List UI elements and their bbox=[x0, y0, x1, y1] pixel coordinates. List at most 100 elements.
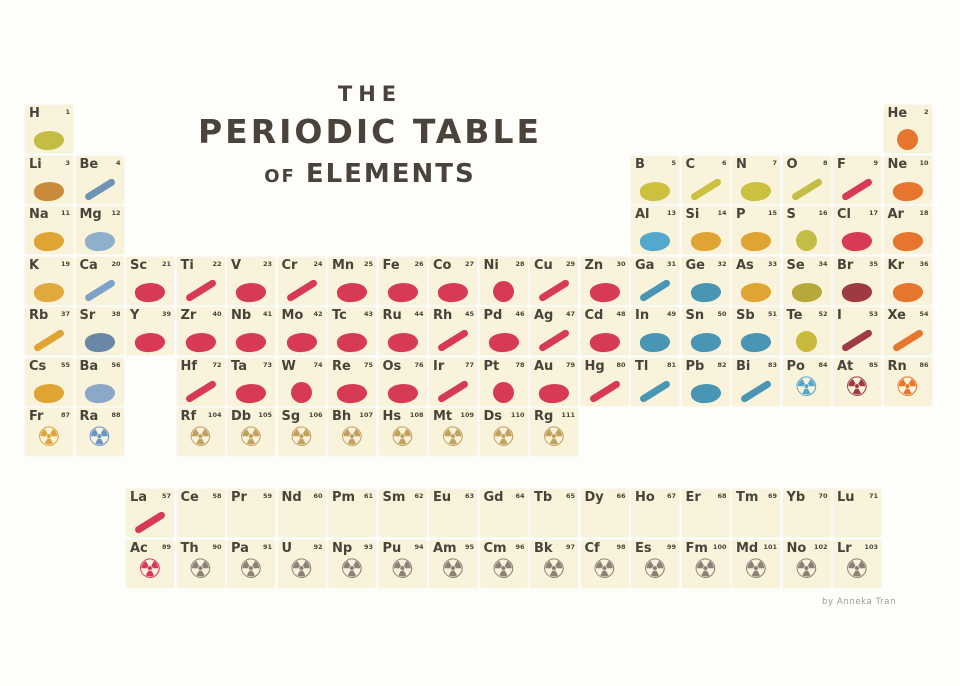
element-cell-sm: Sm 62 bbox=[378, 489, 427, 537]
element-cell-k: K 19 bbox=[25, 256, 73, 305]
poster-title: THE PERIODIC TABLE OF ELEMENTS bbox=[160, 82, 580, 189]
atomic-number: 4 bbox=[115, 158, 121, 167]
element-symbol: Tc bbox=[332, 308, 347, 323]
element-illustration bbox=[25, 373, 73, 405]
atomic-number: 92 bbox=[313, 542, 323, 551]
element-symbol: Au bbox=[534, 358, 554, 374]
element-symbol: Er bbox=[685, 490, 701, 505]
atomic-number: 90 bbox=[212, 542, 222, 551]
ring-icon bbox=[493, 381, 514, 403]
title-line-of-elements: OF ELEMENTS bbox=[160, 159, 580, 189]
atomic-number: 31 bbox=[666, 259, 676, 268]
element-symbol: Ba bbox=[79, 358, 99, 374]
atomic-number: 106 bbox=[308, 411, 323, 419]
element-illustration: ☢ bbox=[530, 554, 578, 585]
atomic-number: 86 bbox=[919, 360, 929, 369]
element-illustration bbox=[25, 120, 73, 152]
radiation-icon: ☢ bbox=[87, 422, 112, 453]
atomic-number: 60 bbox=[313, 492, 323, 500]
element-illustration bbox=[732, 221, 780, 253]
matchbox-icon bbox=[739, 230, 773, 253]
atomic-number: 96 bbox=[515, 542, 525, 551]
element-illustration: ☢ bbox=[227, 554, 275, 585]
jar-icon bbox=[790, 280, 823, 304]
element-symbol: Sn bbox=[685, 308, 705, 323]
atomic-number: 64 bbox=[515, 492, 525, 500]
element-illustration bbox=[884, 272, 932, 304]
atomic-number: 21 bbox=[161, 259, 171, 268]
radiation-icon: ☢ bbox=[339, 422, 365, 453]
element-symbol: As bbox=[736, 257, 754, 273]
element-symbol: Kr bbox=[887, 257, 905, 273]
element-symbol: Hs bbox=[382, 409, 402, 424]
radiation-icon: ☢ bbox=[491, 553, 516, 585]
atomic-number: 67 bbox=[666, 492, 676, 500]
element-illustration bbox=[783, 221, 831, 251]
element-symbol: Pu bbox=[382, 540, 402, 556]
camera-icon bbox=[840, 280, 874, 304]
atomic-number: 70 bbox=[818, 492, 828, 500]
element-cell-nd: Nd 60 bbox=[277, 489, 326, 537]
element-symbol: Pa bbox=[231, 540, 249, 556]
element-illustration bbox=[682, 373, 730, 405]
atomic-number: 74 bbox=[313, 360, 323, 369]
atomic-number: 33 bbox=[767, 259, 777, 268]
element-symbol: U bbox=[281, 540, 293, 556]
element-illustration bbox=[631, 322, 679, 354]
element-illustration bbox=[783, 272, 831, 304]
element-illustration: ☢ bbox=[783, 372, 831, 403]
element-cell-ce: Ce 58 bbox=[176, 489, 225, 537]
x-ray-icon bbox=[335, 331, 369, 354]
element-cell-no: No 102 ☢ bbox=[782, 539, 831, 588]
element-illustration bbox=[530, 322, 578, 353]
atomic-number: 95 bbox=[464, 542, 474, 551]
element-illustration bbox=[76, 272, 124, 302]
laptop-icon bbox=[638, 331, 672, 354]
element-cell-tb: Tb 65 bbox=[530, 489, 578, 537]
element-symbol: Cs bbox=[29, 358, 47, 374]
element-symbol: Ho bbox=[635, 490, 655, 505]
title-line-periodic-table: PERIODIC TABLE bbox=[197, 112, 543, 151]
element-illustration bbox=[682, 272, 730, 304]
element-illustration bbox=[631, 171, 679, 203]
atomic-number: 14 bbox=[717, 209, 727, 217]
leaves-icon bbox=[83, 230, 116, 253]
element-illustration bbox=[227, 373, 275, 405]
digital-clock-icon bbox=[32, 381, 66, 405]
element-cell-sc: Sc 21 bbox=[126, 256, 174, 305]
element-symbol: Mo bbox=[281, 308, 304, 323]
element-illustration bbox=[682, 171, 730, 201]
element-cell-p: P 15 bbox=[732, 206, 780, 254]
element-symbol: Re bbox=[332, 358, 351, 374]
element-cell-as: As 33 bbox=[732, 256, 780, 305]
element-cell-br: Br 35 bbox=[833, 256, 881, 305]
element-symbol: Pt bbox=[483, 358, 500, 374]
element-symbol: Ti bbox=[180, 257, 194, 273]
radiation-icon: ☢ bbox=[289, 422, 314, 453]
tin-can-icon bbox=[689, 331, 722, 354]
atomic-number: 38 bbox=[111, 310, 121, 318]
atomic-number: 80 bbox=[616, 360, 626, 369]
element-illustration: ☢ bbox=[177, 423, 225, 453]
element-illustration: ☢ bbox=[227, 423, 275, 453]
mobile-phone-icon bbox=[234, 381, 268, 405]
element-symbol: Am bbox=[433, 540, 457, 556]
golf-club-icon bbox=[184, 278, 217, 302]
element-symbol: Ru bbox=[382, 308, 402, 323]
element-cell-yb: Yb 70 bbox=[782, 489, 831, 537]
element-illustration bbox=[581, 373, 629, 403]
element-cell-tc: Tc 43 bbox=[328, 307, 376, 355]
atomic-number: 12 bbox=[111, 209, 121, 217]
thermometer-icon bbox=[588, 379, 621, 403]
atomic-number: 27 bbox=[464, 259, 474, 268]
atomic-number: 2 bbox=[923, 108, 929, 116]
radiation-icon: ☢ bbox=[844, 553, 870, 585]
lipstick-icon bbox=[739, 379, 773, 403]
element-cell-rb: Rb 37 bbox=[25, 307, 73, 355]
element-symbol: Ta bbox=[231, 358, 247, 374]
element-cell-rh: Rh 45 bbox=[429, 307, 477, 355]
element-cell-in: In 49 bbox=[631, 307, 679, 355]
